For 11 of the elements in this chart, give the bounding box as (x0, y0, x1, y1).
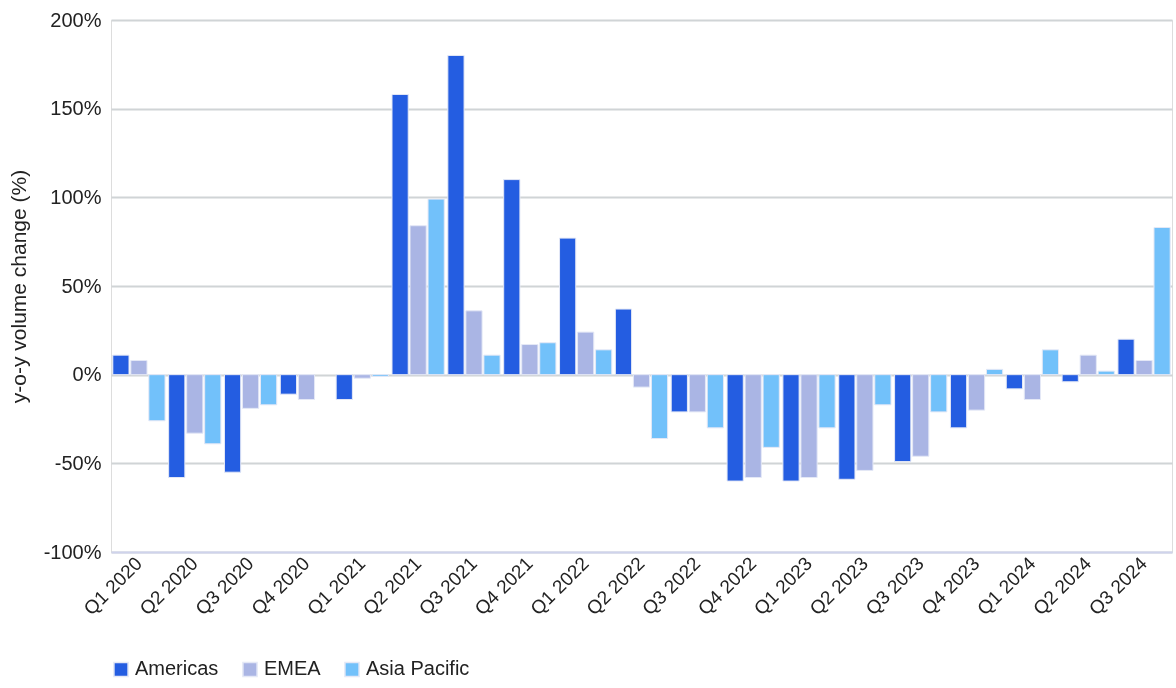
y-tick-label: -100% (43, 540, 102, 563)
legend-label: Asia Pacific (366, 657, 470, 680)
y-tick-label: 200% (50, 8, 102, 31)
y-tick-label: -50% (54, 451, 102, 474)
y-tick-label: 100% (50, 185, 102, 208)
y-tick-label: 150% (50, 97, 102, 120)
y-axis-title: y-o-y volume change (%) (6, 169, 30, 404)
legend-label: EMEA (264, 657, 322, 680)
y-tick-label: 50% (61, 274, 102, 297)
legend-label: Americas (135, 657, 219, 680)
y-tick-label: 0% (72, 363, 102, 386)
